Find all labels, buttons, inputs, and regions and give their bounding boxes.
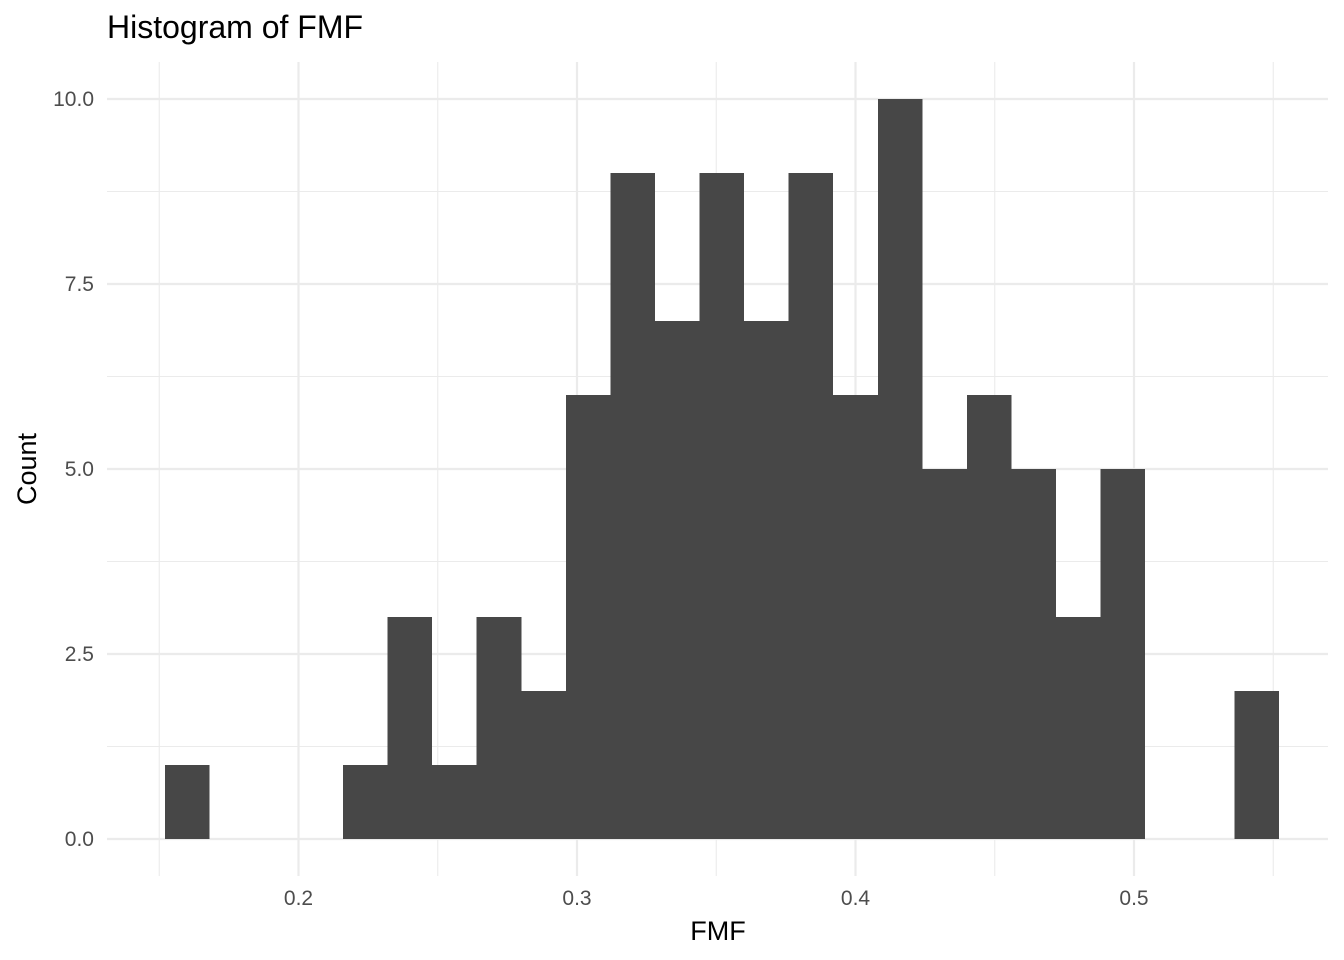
histogram-bar: [1011, 469, 1057, 839]
histogram-bar: [565, 395, 611, 839]
histogram-bar: [922, 469, 967, 839]
y-tick-label: 0.0: [65, 828, 94, 851]
histogram-bar: [1234, 691, 1279, 839]
x-tick-label: 0.3: [562, 887, 591, 910]
histogram-bar: [1100, 469, 1146, 839]
y-tick-label: 7.5: [65, 273, 94, 296]
histogram-bar: [610, 173, 655, 839]
y-tick-label: 2.5: [65, 643, 94, 666]
x-tick-label: 0.2: [284, 887, 313, 910]
histogram-bar: [343, 765, 388, 839]
histogram-bar: [521, 691, 566, 839]
y-axis-title: Count: [12, 432, 42, 505]
histogram-bar: [699, 173, 745, 839]
histogram-bar: [164, 765, 210, 839]
bars: [164, 99, 1279, 839]
x-axis-title: FMF: [690, 916, 745, 946]
histogram-bar: [744, 321, 789, 839]
histogram-bar: [387, 617, 433, 839]
histogram-bar: [654, 321, 700, 839]
histogram-bar: [966, 395, 1012, 839]
x-tick-label: 0.5: [1119, 887, 1148, 910]
histogram-bar: [788, 173, 834, 839]
histogram-bar: [476, 617, 522, 839]
y-tick-label: 5.0: [65, 458, 94, 481]
y-tick-labels: 0.0 2.5 5.0 7.5 10.0: [53, 88, 94, 851]
histogram-bar: [877, 99, 923, 839]
x-tick-labels: 0.2 0.3 0.4 0.5: [284, 887, 1149, 910]
histogram-bar: [432, 765, 477, 839]
histogram-bar: [1056, 617, 1101, 839]
chart-title: Histogram of FMF: [107, 9, 363, 45]
histogram-bar: [833, 395, 878, 839]
x-tick-label: 0.4: [841, 887, 871, 910]
y-tick-label: 10.0: [53, 88, 94, 111]
